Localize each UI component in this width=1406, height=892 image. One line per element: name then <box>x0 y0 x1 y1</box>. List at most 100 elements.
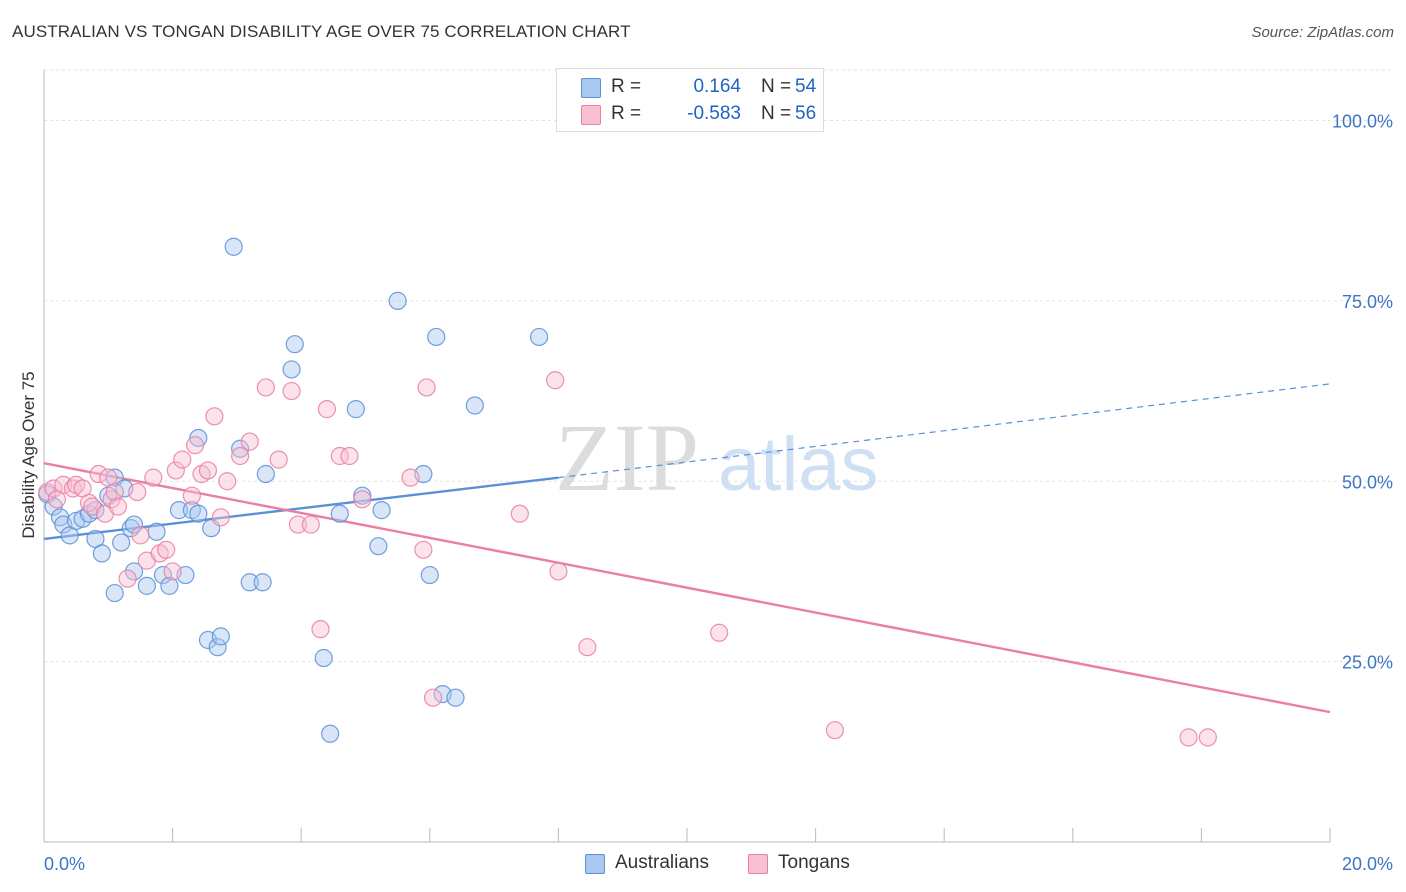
legend-r-value: -0.583 <box>687 103 741 124</box>
data-point <box>198 461 218 480</box>
data-point <box>256 464 275 484</box>
data-point <box>240 432 259 451</box>
data-point <box>128 482 147 502</box>
watermark: ZIP atlas <box>555 404 879 511</box>
data-point <box>166 461 185 480</box>
trend-line <box>43 462 1331 714</box>
data-point <box>253 573 272 592</box>
legend-r-label: R = <box>611 103 642 124</box>
data-point <box>465 396 484 415</box>
data-point <box>314 648 333 668</box>
data-point <box>211 508 230 527</box>
data-point <box>118 569 137 588</box>
data-point <box>153 565 173 585</box>
data-point <box>157 540 176 559</box>
data-point <box>147 522 166 541</box>
data-point <box>240 573 259 592</box>
data-point <box>131 526 150 545</box>
legend-n-label: N = <box>761 103 792 124</box>
data-point <box>301 515 320 534</box>
trend-line-extension <box>558 383 1331 479</box>
y-tick-label: 25.0% <box>1342 653 1393 673</box>
bottom-legend-label: Australians <box>615 852 709 873</box>
data-point <box>208 638 227 657</box>
data-point <box>211 627 230 646</box>
legend-n-value: 56 <box>795 103 817 124</box>
data-point <box>446 688 465 707</box>
data-point <box>330 446 349 466</box>
data-point <box>105 482 124 502</box>
data-point <box>205 407 224 426</box>
data-point <box>340 446 359 466</box>
data-point <box>369 537 388 556</box>
tick-labels: 25.0% 50.0% 75.0% 100.0% 0.0% 20.0% <box>44 112 1393 874</box>
data-point <box>311 620 330 639</box>
data-point <box>44 479 63 498</box>
trend-line <box>43 476 559 541</box>
data-point <box>414 540 433 559</box>
data-point <box>169 501 189 520</box>
axes <box>43 70 1331 843</box>
data-point <box>353 490 372 509</box>
data-point <box>182 486 201 505</box>
data-point <box>1179 728 1198 747</box>
data-point <box>288 515 308 534</box>
data-point <box>423 688 443 707</box>
watermark-zip: ZIP <box>555 404 699 511</box>
data-point <box>578 638 597 657</box>
data-point <box>163 562 182 581</box>
data-point <box>1198 728 1217 747</box>
data-point <box>124 515 144 534</box>
y-tick-label: 75.0% <box>1342 292 1393 312</box>
data-point <box>530 327 549 347</box>
data-point <box>825 721 844 740</box>
data-point <box>317 400 337 419</box>
data-point <box>189 504 208 523</box>
data-point <box>89 464 108 484</box>
data-point <box>285 335 304 354</box>
data-point <box>321 724 340 743</box>
legend-box: R = 0.164 N = 54 R = -0.583 N = 56 <box>556 68 824 132</box>
data-point <box>124 562 144 581</box>
data-point <box>282 360 301 379</box>
data-point <box>330 504 349 523</box>
data-point <box>256 378 275 397</box>
data-point <box>420 565 439 585</box>
data-point <box>186 436 205 455</box>
data-point <box>401 468 420 487</box>
data-point <box>346 400 365 419</box>
grid-lines <box>44 69 1394 663</box>
bottom-legend-label: Tongans <box>778 852 850 873</box>
data-point <box>372 501 391 520</box>
legend-r-value: 0.164 <box>693 76 741 97</box>
scatter-points <box>38 237 1217 747</box>
watermark-atlas: atlas <box>718 422 879 507</box>
x-tick-label: 20.0% <box>1342 854 1393 874</box>
data-point <box>160 576 179 595</box>
y-tick-label: 50.0% <box>1342 472 1393 492</box>
y-tick-label: 100.0% <box>1332 112 1393 132</box>
source-label: Source: ZipAtlas.com <box>1251 24 1394 41</box>
legend-n-value: 54 <box>795 76 817 97</box>
data-point <box>417 378 436 397</box>
bottom-legend-swatch <box>748 854 768 874</box>
data-point <box>710 623 729 642</box>
legend-swatch-australians <box>581 78 601 98</box>
data-point <box>144 468 163 487</box>
bottom-legend-swatch <box>585 854 605 874</box>
data-point <box>92 544 111 563</box>
data-point <box>105 583 124 603</box>
data-point <box>510 504 529 523</box>
trend-lines <box>43 383 1331 714</box>
data-point <box>546 371 565 390</box>
data-point <box>282 381 301 401</box>
data-point <box>224 237 243 256</box>
y-axis-label: Disability Age Over 75 <box>19 371 38 538</box>
data-point <box>231 439 250 458</box>
legend-r-label: R = <box>611 76 642 97</box>
data-point <box>231 446 250 466</box>
legend-n-label: N = <box>761 76 792 97</box>
legend-swatch-tongans <box>581 105 601 125</box>
x-tick-label: 0.0% <box>44 854 85 874</box>
